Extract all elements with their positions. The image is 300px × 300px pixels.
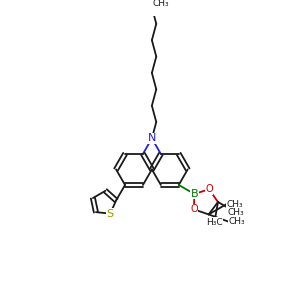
Text: CH₃: CH₃ (228, 208, 244, 217)
Text: B: B (190, 189, 198, 199)
Text: CH₃: CH₃ (226, 200, 243, 208)
Text: CH₃: CH₃ (228, 217, 245, 226)
Text: N: N (148, 134, 156, 143)
Text: O: O (190, 204, 198, 214)
Text: O: O (205, 184, 213, 194)
Text: H₃C: H₃C (206, 218, 223, 227)
Text: CH₃: CH₃ (153, 0, 169, 8)
Text: S: S (107, 208, 114, 219)
